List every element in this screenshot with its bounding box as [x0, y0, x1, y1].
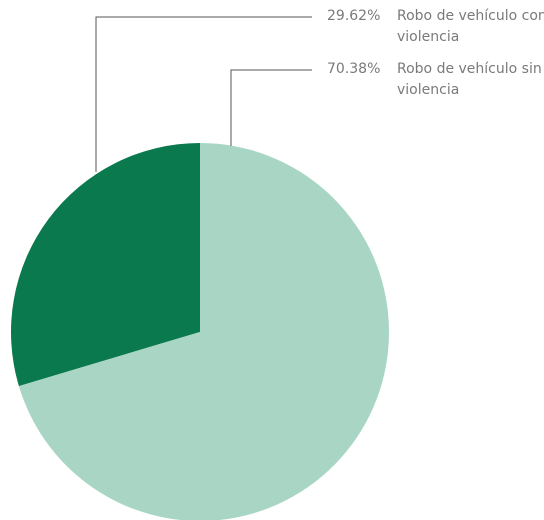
pie-slice [10, 143, 201, 387]
leader-line [95, 16, 312, 172]
category-label: Robo de vehículo con violencia [397, 8, 544, 45]
value-label: 70.38% [327, 61, 381, 77]
pie-slice [18, 143, 389, 520]
value-label: 29.62% [327, 8, 381, 24]
leader-line [230, 69, 312, 146]
category-label: Robo de vehículo sin violencia [397, 61, 542, 98]
